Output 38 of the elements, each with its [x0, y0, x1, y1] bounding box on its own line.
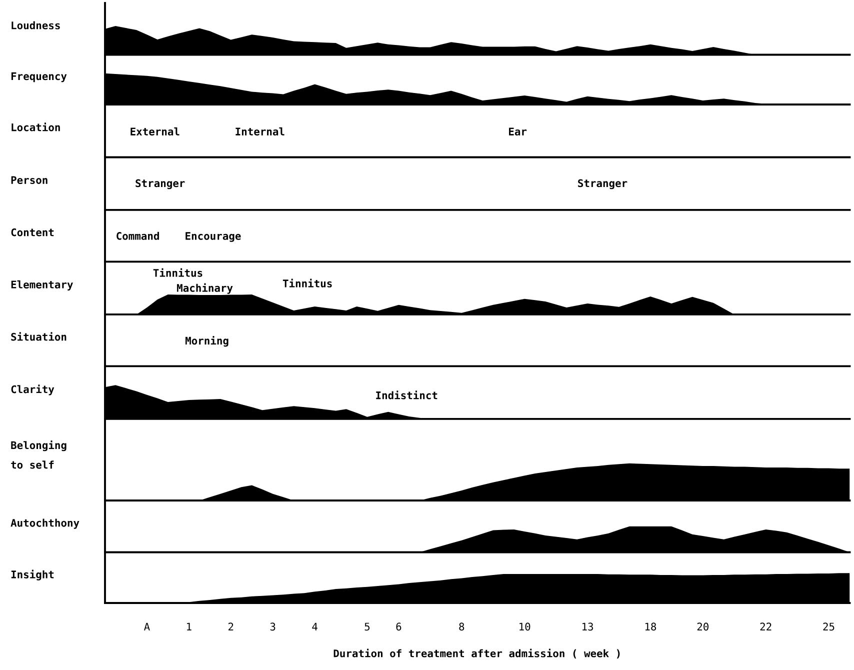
text: Internal: [236, 127, 284, 136]
x-tick-label: 25: [823, 622, 834, 631]
y-axis-title: Belonging to self: [11, 440, 66, 469]
y-axis-title: Clarity: [11, 384, 54, 396]
text: Location: [12, 122, 60, 132]
x-tick-label: 18: [645, 622, 656, 631]
x-tick-label: 8: [459, 622, 464, 631]
x-tick-label: 4: [312, 622, 318, 630]
text: Command: [116, 232, 159, 240]
x-tick-label: 1: [187, 622, 192, 630]
y-axis-title: Elementary: [11, 280, 73, 290]
y-axis-title: Frequency: [11, 72, 67, 82]
x-tick-label: 5: [364, 622, 370, 631]
x-tick-label: 2: [228, 622, 234, 630]
text: Tinnitus: [282, 278, 332, 288]
text: Person: [11, 176, 48, 184]
y-axis-title: Insight: [11, 570, 54, 580]
x-tick-label: 20: [697, 622, 708, 631]
text: External: [130, 127, 180, 136]
x-tick-label: 6: [396, 622, 402, 631]
x-tick-label: 10: [520, 622, 530, 631]
annotation: Indistinct: [376, 390, 438, 400]
y-axis-title: Loudness: [12, 21, 60, 30]
x-tick-label: 22: [760, 622, 772, 630]
x-tick-label: 13: [582, 622, 593, 631]
text: Encourage: [186, 232, 241, 242]
text: Morning: [186, 336, 228, 347]
text: Stranger: [578, 179, 628, 190]
text: Tinnitus: [153, 268, 202, 277]
x-tick-label: 3: [270, 622, 276, 631]
x-axis-title: Duration of treatment after admission ( week ): [334, 648, 620, 659]
y-axis-title: Autochthony: [10, 518, 80, 529]
x-tick-label: A: [144, 622, 150, 630]
text: Stranger: [136, 179, 185, 190]
text: Content: [11, 228, 54, 236]
text: Situation: [11, 332, 66, 341]
text: Ear: [509, 128, 527, 136]
text: Machinary: [177, 283, 233, 294]
